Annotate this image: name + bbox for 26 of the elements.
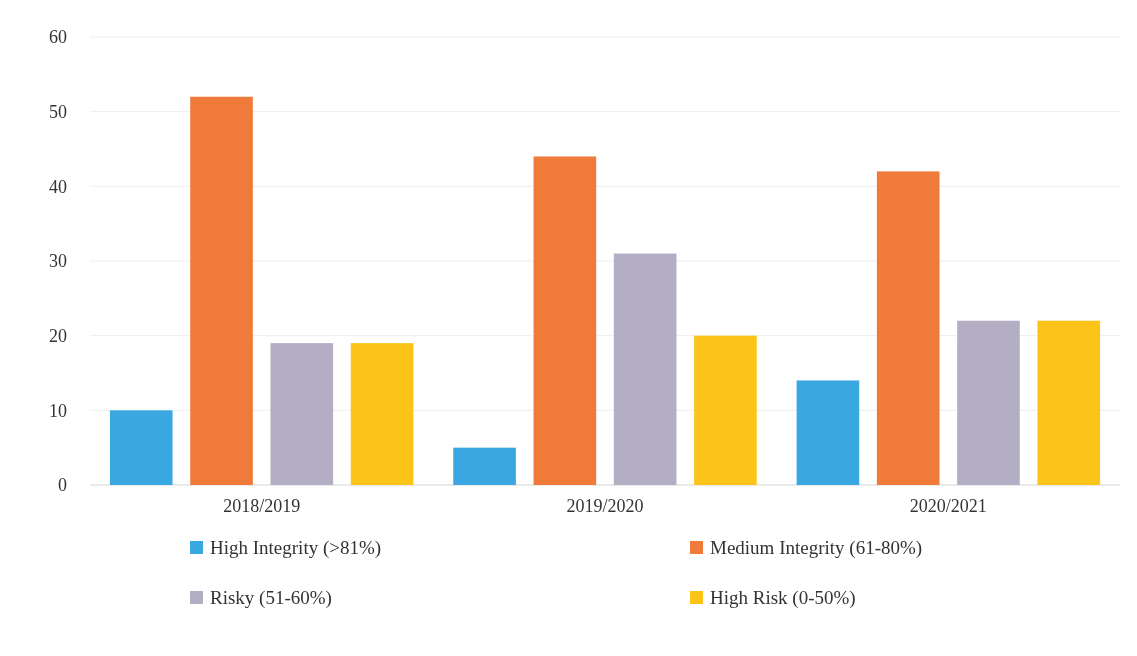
y-tick-label: 20 xyxy=(49,325,67,346)
legend-label: High Risk (0-50%) xyxy=(710,587,856,609)
bar xyxy=(1037,320,1101,485)
y-tick-label: 30 xyxy=(49,251,67,272)
legend-label: Risky (51-60%) xyxy=(210,587,332,609)
y-tick-label: 0 xyxy=(58,475,67,496)
bar xyxy=(876,171,940,485)
x-tick-label: 2019/2020 xyxy=(566,495,644,516)
bar xyxy=(453,447,516,485)
bar xyxy=(533,156,597,485)
y-tick-label: 60 xyxy=(49,27,67,48)
bar xyxy=(350,343,414,485)
legend-label: High Integrity (>81%) xyxy=(210,537,382,559)
bar xyxy=(109,410,173,485)
y-tick-label: 50 xyxy=(49,101,67,122)
bar xyxy=(694,335,757,485)
x-tick-label: 2020/2021 xyxy=(909,495,987,516)
bar xyxy=(957,320,1020,485)
y-tick-label: 10 xyxy=(49,400,67,421)
x-tick-label: 2018/2019 xyxy=(223,495,301,516)
bar xyxy=(796,380,860,485)
bar xyxy=(613,253,677,485)
bar xyxy=(270,343,334,485)
legend-label: Medium Integrity (61-80%) xyxy=(710,537,923,559)
y-tick-label: 40 xyxy=(49,176,67,197)
bar xyxy=(190,96,253,485)
